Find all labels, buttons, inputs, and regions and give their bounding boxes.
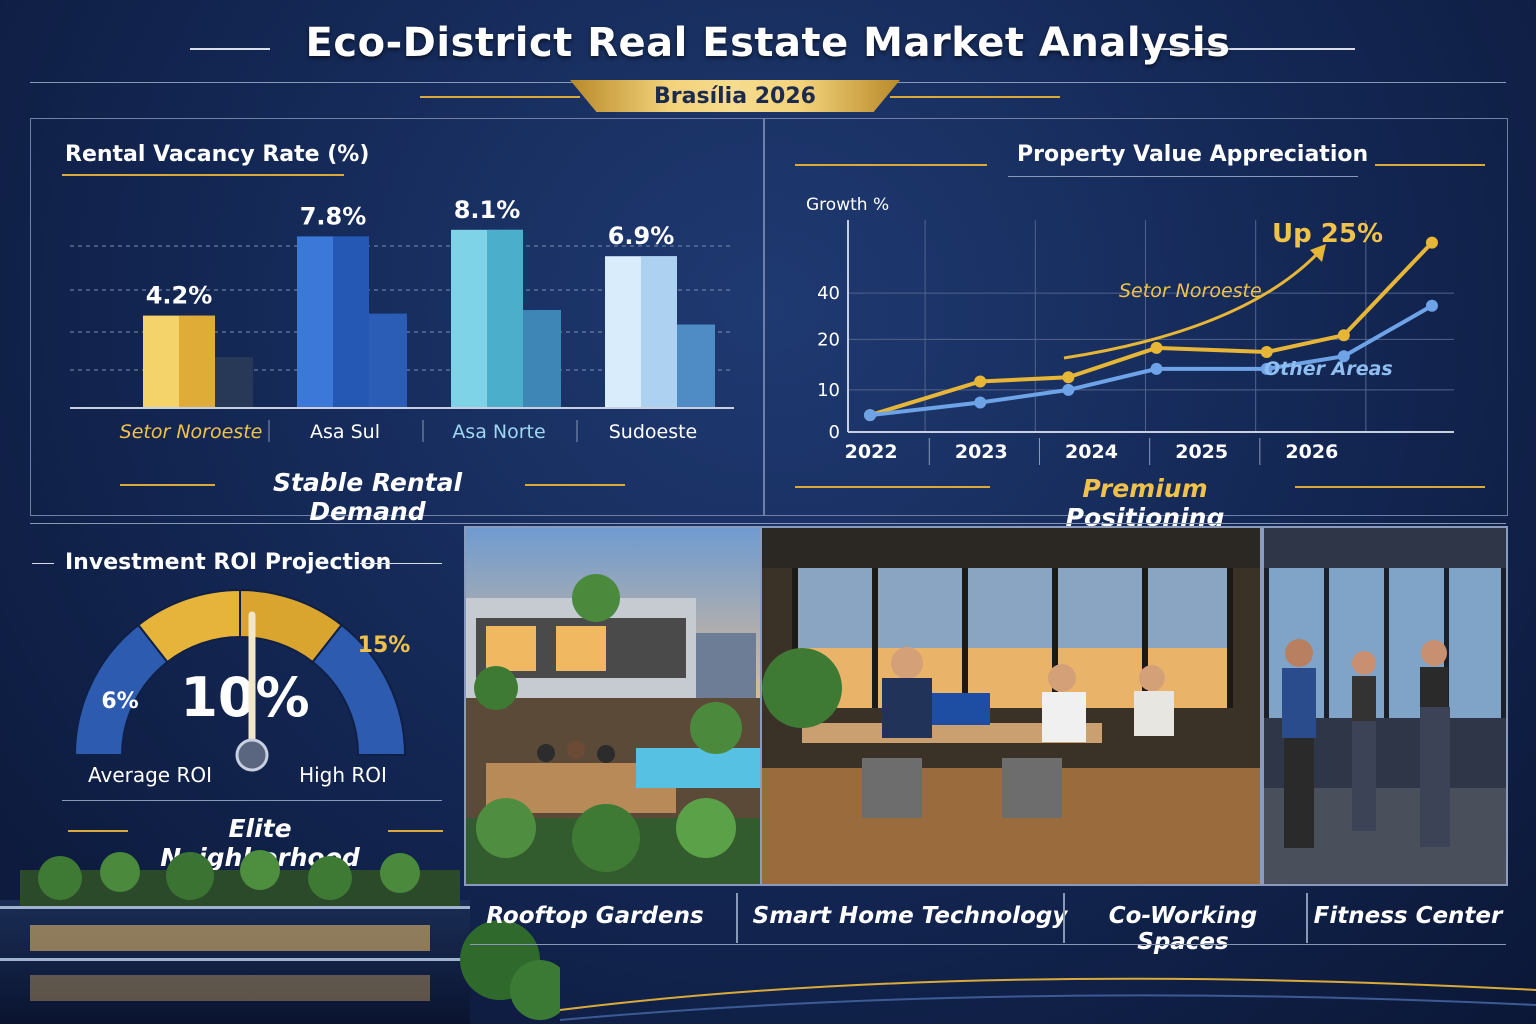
bar-secondary-3	[677, 324, 715, 408]
gauge-right-label: High ROI	[299, 763, 387, 787]
roi-caption-rule-left	[68, 830, 128, 832]
subtitle-rule-right	[890, 96, 1060, 98]
series-1-point-4	[1260, 362, 1273, 375]
fitness-photo	[1262, 526, 1508, 886]
gauge-min-label: 6%	[101, 689, 138, 714]
x-tick-2022: 2022	[845, 441, 898, 463]
rooftop-garden-photo	[464, 526, 762, 886]
series-0-point-1	[974, 375, 987, 388]
bar-category-label-0: Setor Noroeste	[120, 421, 263, 443]
series-1-point-0	[864, 409, 877, 422]
roi-rule-right	[360, 563, 442, 564]
appreciation-title: Property Value Appreciation	[1017, 142, 1369, 167]
gauge-hub	[235, 738, 269, 772]
annotation-up-25: Up 25%	[1272, 219, 1383, 249]
gauge-max-label: 15%	[358, 633, 411, 658]
trend-arrow	[1063, 250, 1321, 360]
series-label-other-areas: Other Areas	[1264, 358, 1393, 380]
bar-category-label-1: Asa Sul	[310, 421, 380, 443]
subtitle-banner: Brasília 2026	[570, 80, 900, 112]
bar-shade-2	[487, 229, 523, 408]
series-0-point-3	[1150, 341, 1163, 354]
series-line-0	[869, 241, 1434, 418]
gauge-value-label: 10%	[180, 666, 309, 729]
roi-gauge: 6% 15% 10% Average ROI High ROI	[73, 588, 411, 787]
vacancy-chart: 4.2% Setor Noroeste 7.8% Asa Sul 8.1% Asa Nor…	[70, 196, 734, 443]
bar-value-label-2: 8.1%	[454, 196, 521, 224]
y-tick-0: 0	[829, 422, 840, 443]
vacancy-title-underline	[62, 174, 344, 176]
header-rule-right	[1145, 48, 1355, 50]
appreciation-chart: Growth % 0 10 20 40 2022 2023 2024 2025 2026 Up 25…	[806, 195, 1454, 465]
appreciation-caption-rule-left	[795, 486, 990, 488]
y-tick-10: 10	[817, 380, 840, 401]
y-tick-20: 20	[817, 329, 840, 350]
feature-sep-2	[1063, 893, 1065, 943]
bar-secondary-0	[215, 357, 253, 408]
bar-value-label-3: 6.9%	[608, 222, 675, 250]
series-0-point-6	[1425, 236, 1438, 249]
series-1-point-6	[1425, 299, 1438, 312]
roi-caption-rule-right	[388, 830, 443, 832]
y-axis-label: Growth %	[806, 195, 889, 215]
series-1-point-5	[1337, 350, 1350, 363]
x-tick-2023: 2023	[955, 441, 1008, 463]
appreciation-panel	[764, 118, 1508, 516]
roi-rule-left	[32, 563, 54, 564]
series-1-point-2	[1062, 383, 1075, 396]
bar-category-label-3: Sudoeste	[609, 421, 698, 443]
feature-sep-1	[736, 893, 738, 943]
bar-value-label-0: 4.2%	[146, 282, 213, 310]
bar-secondary-1	[369, 313, 407, 408]
roi-divider-bottom	[62, 800, 442, 801]
feature-fitness-center: Fitness Center	[1313, 903, 1503, 929]
trend-arrowhead	[1310, 244, 1326, 262]
bar-category-label-2: Asa Norte	[452, 421, 545, 443]
header-rule-left	[190, 48, 270, 50]
coworking-photo	[760, 526, 1262, 886]
appreciation-rule-right	[1375, 164, 1485, 166]
series-1-point-3	[1150, 362, 1163, 375]
series-1-point-1	[974, 396, 987, 409]
feature-smart-home: Smart Home Technology	[752, 903, 1068, 929]
building-illustration	[0, 840, 560, 1024]
gauge-segment-high	[311, 623, 407, 756]
vacancy-title: Rental Vacancy Rate (%)	[65, 142, 370, 167]
page-title: Eco-District Real Estate Market Analysis	[305, 20, 1231, 66]
appreciation-rule-left	[795, 164, 987, 166]
feature-coworking: Co-Working Spaces	[1108, 903, 1258, 955]
series-0-point-5	[1337, 329, 1350, 342]
subtitle-rule-left	[420, 96, 580, 98]
series-label-setor-noroeste: Setor Noroeste	[1119, 280, 1262, 302]
appreciation-caption-premium: Premium	[1082, 474, 1208, 503]
series-0-point-2	[1062, 371, 1075, 384]
x-tick-2026: 2026	[1285, 441, 1338, 463]
gauge-left-label: Average ROI	[88, 763, 212, 787]
footer-swoosh	[560, 977, 1536, 1021]
bar-shade-3	[641, 256, 677, 408]
feature-rooftop-gardens: Rooftop Gardens	[486, 903, 704, 929]
roi-divider-top	[30, 523, 1506, 524]
x-tick-2025: 2025	[1175, 441, 1228, 463]
appreciation-title-underline	[1008, 176, 1358, 177]
bar-shade-0	[179, 315, 215, 408]
y-tick-40: 40	[817, 283, 840, 304]
roi-title: Investment ROI Projection	[65, 550, 392, 575]
vacancy-panel	[30, 118, 764, 516]
bar-shade-1	[333, 236, 369, 408]
footer-divider	[470, 944, 1506, 945]
bar-value-label-1: 7.8%	[300, 202, 367, 230]
vacancy-caption-rule-left	[120, 484, 215, 486]
vacancy-caption-rule-right	[525, 484, 625, 486]
feature-sep-3	[1306, 893, 1308, 943]
vacancy-caption: Stable Rental Demand	[272, 468, 463, 526]
bar-secondary-2	[523, 309, 561, 408]
series-0-point-4	[1260, 346, 1273, 359]
features-divider	[470, 884, 1506, 885]
appreciation-caption-rule-right	[1295, 486, 1485, 488]
x-tick-2024: 2024	[1065, 441, 1118, 463]
